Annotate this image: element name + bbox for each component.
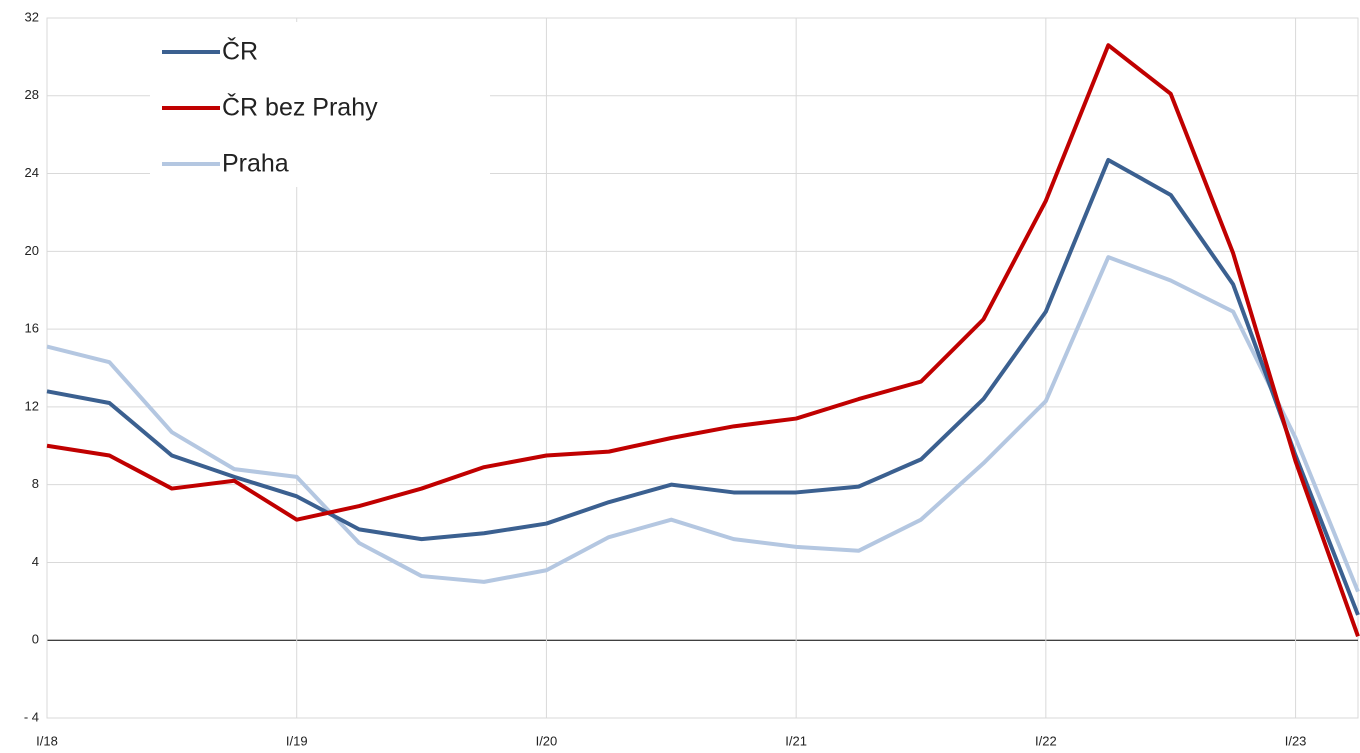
y-tick-label: 12 bbox=[25, 398, 39, 413]
x-tick-label: I/21 bbox=[785, 733, 807, 748]
series-line bbox=[46, 157, 1360, 616]
legend-label: ČR bbox=[222, 37, 258, 66]
series-line bbox=[46, 43, 1360, 638]
x-tick-label: I/22 bbox=[1035, 733, 1057, 748]
legend-label: ČR bez Prahy bbox=[222, 93, 378, 122]
x-tick-label: I/20 bbox=[536, 733, 558, 748]
y-tick-label: 0 bbox=[32, 632, 39, 647]
y-tick-label: 28 bbox=[25, 87, 39, 102]
y-tick-label: 16 bbox=[25, 321, 39, 336]
y-tick-label: 20 bbox=[25, 243, 39, 258]
x-tick-label: I/19 bbox=[286, 733, 308, 748]
y-tick-label: 8 bbox=[32, 476, 39, 491]
legend-box bbox=[150, 22, 490, 187]
y-tick-label: 4 bbox=[32, 554, 39, 569]
x-tick-label: I/23 bbox=[1285, 733, 1307, 748]
x-tick-label: I/18 bbox=[36, 733, 58, 748]
legend-label: Praha bbox=[222, 150, 289, 178]
series-line bbox=[46, 255, 1360, 593]
y-tick-label: 24 bbox=[25, 165, 39, 180]
y-tick-label: - 4 bbox=[24, 709, 39, 724]
y-tick-label: 32 bbox=[25, 9, 39, 24]
